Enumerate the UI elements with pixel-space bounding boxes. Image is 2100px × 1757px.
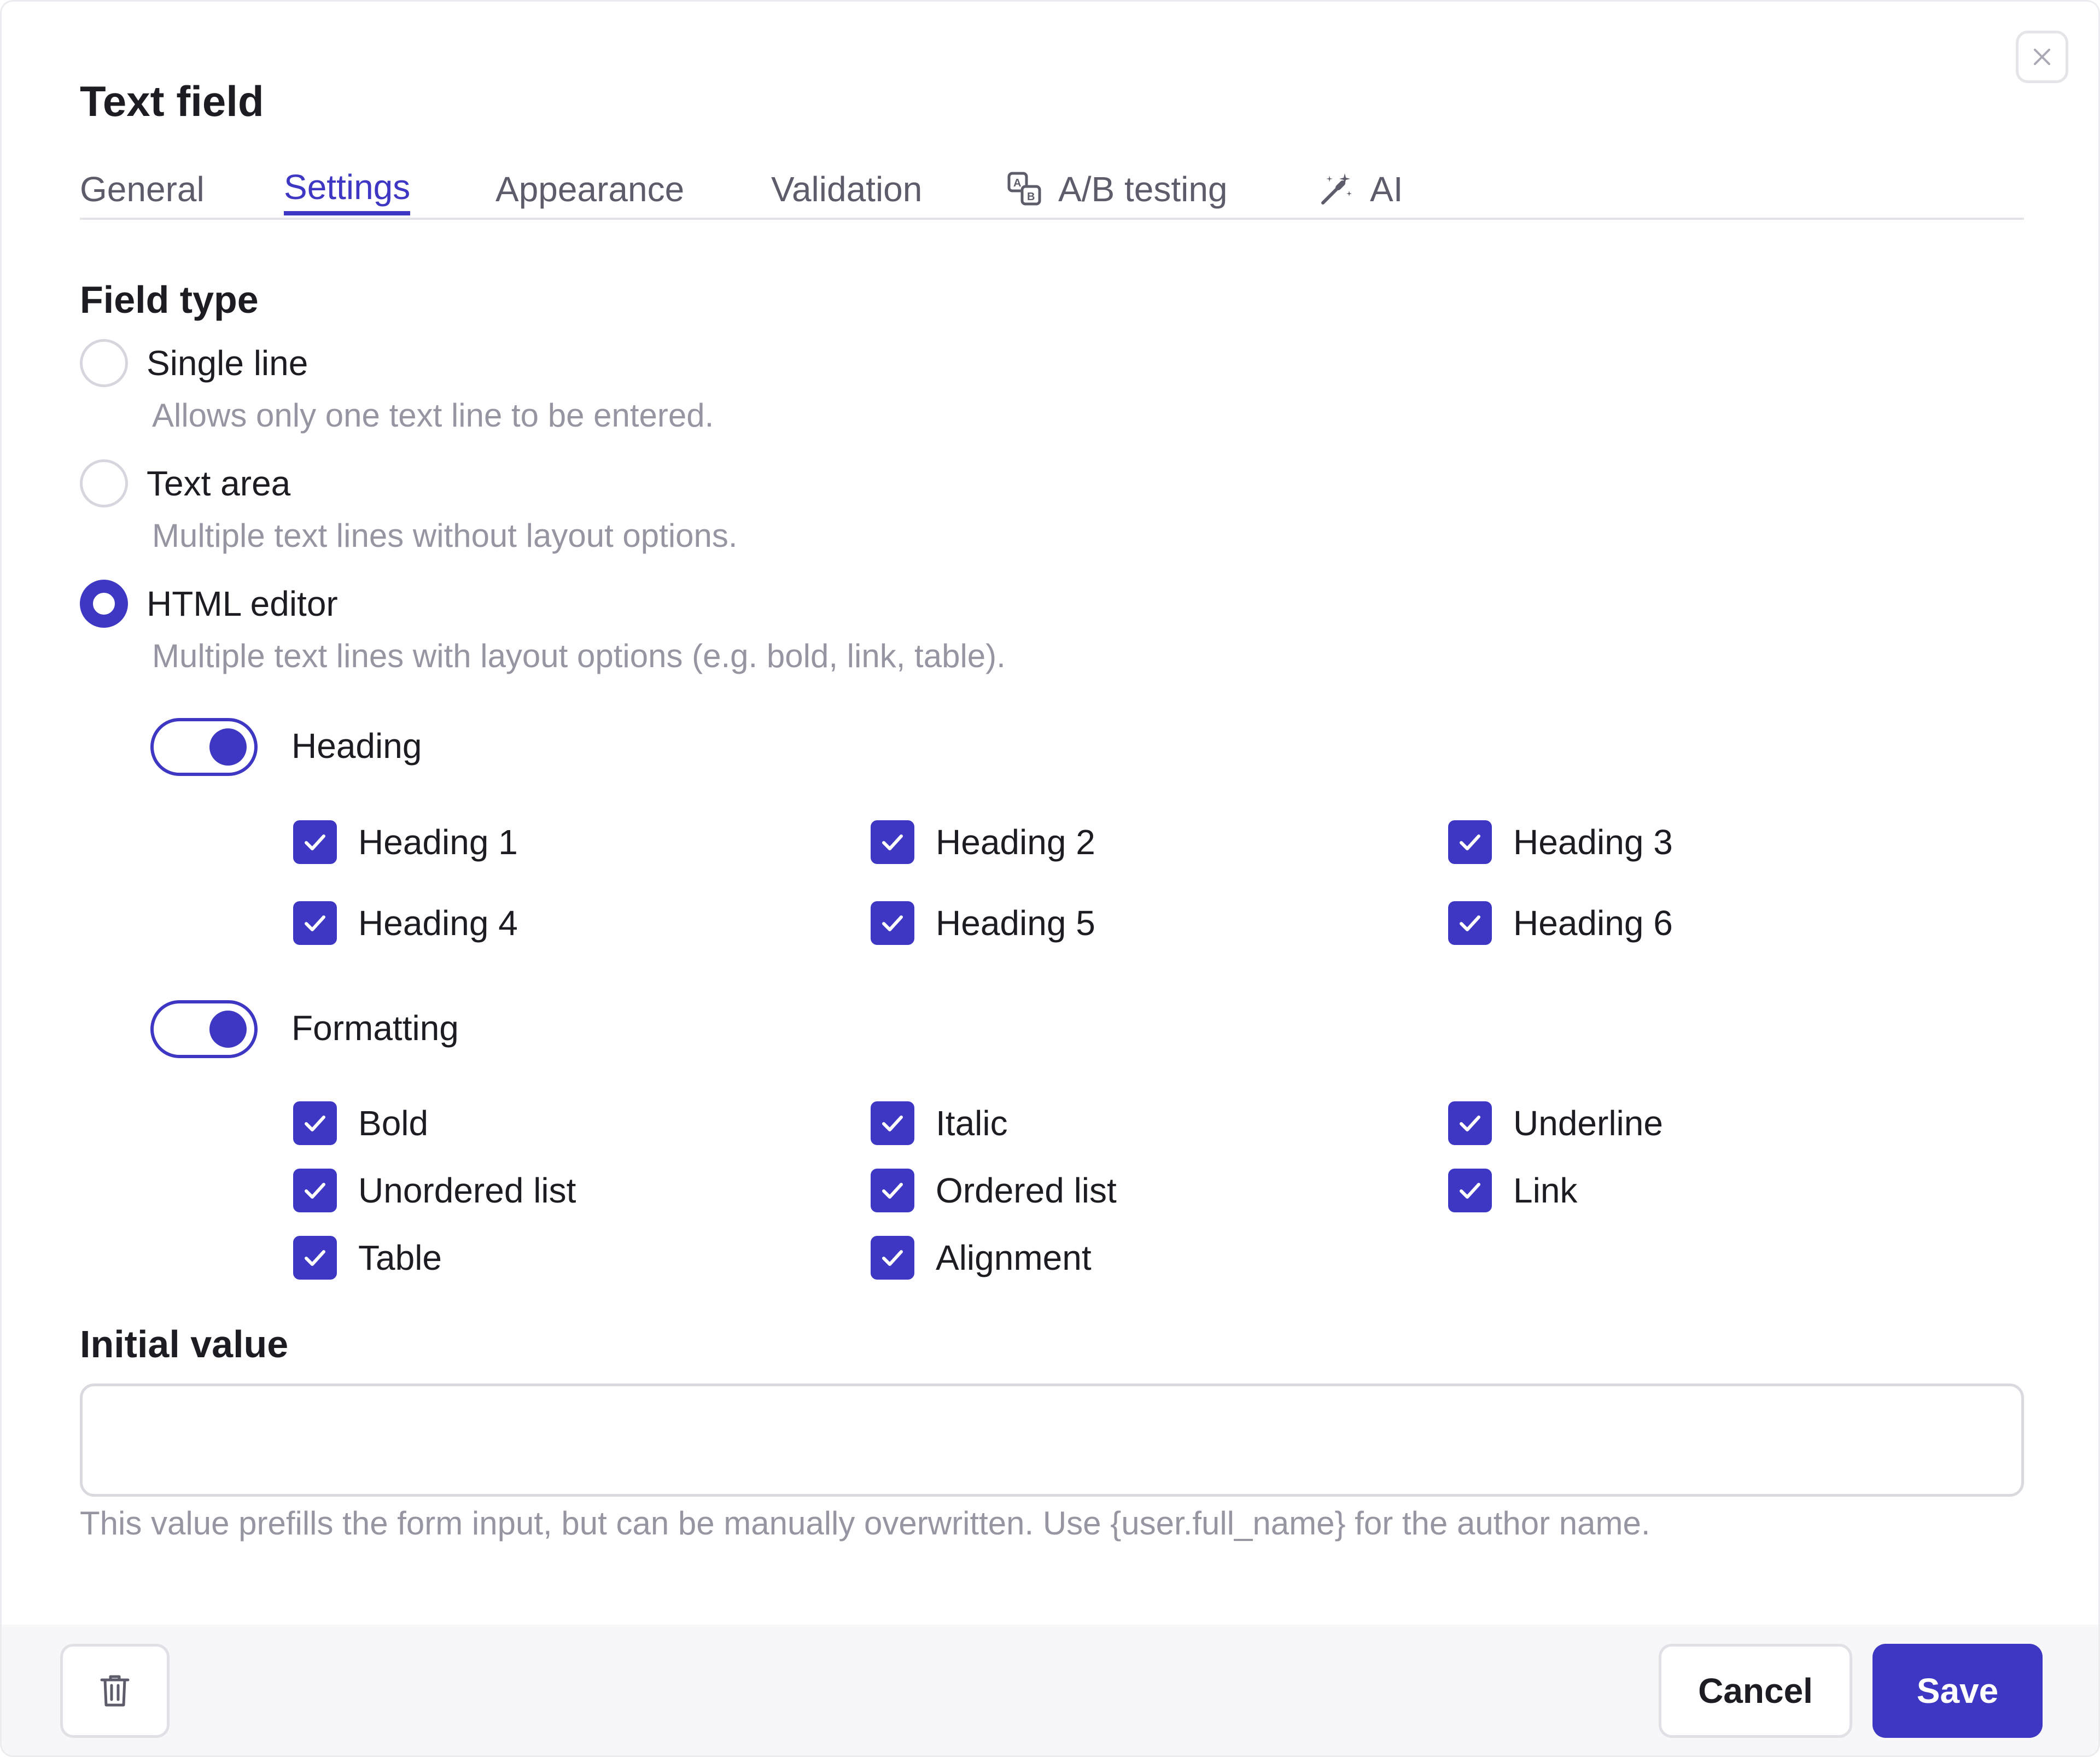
checkbox-label: Alignment [936,1238,1092,1277]
checkbox-heading-5[interactable] [871,901,914,945]
checkbox-heading-3[interactable] [1448,820,1492,864]
radio-text-area[interactable] [80,459,128,507]
toggle-knob [209,1011,247,1048]
checkbox-label: Table [358,1238,442,1277]
checkbox-unordered-list[interactable] [293,1169,337,1212]
checkbox-label: Ordered list [936,1171,1117,1210]
check-icon [1460,834,1480,850]
check-icon [882,834,903,850]
initial-value-title: Initial value [80,1323,289,1365]
tab-ab-testing[interactable]: A B A/B testing [1007,163,1228,215]
ab-testing-icon: A B [1007,172,1041,206]
checkbox-label: Bold [358,1104,429,1143]
radio-label-html-editor: HTML editor [147,584,338,623]
check-icon [882,1183,903,1199]
checkbox-label: Underline [1513,1104,1663,1143]
checkbox-heading-4[interactable] [293,901,337,945]
delete-button[interactable] [60,1644,170,1738]
radio-label-single-line: Single line [147,343,308,383]
checkbox-heading-6[interactable] [1448,901,1492,945]
check-icon [1460,915,1480,931]
check-icon [1460,1116,1480,1131]
check-icon [305,1183,325,1199]
svg-text:A: A [1013,177,1021,189]
checkbox-label: Heading 2 [936,822,1095,862]
checkbox-label: Heading 5 [936,903,1095,943]
checkbox-bold[interactable] [293,1101,337,1145]
checkbox-heading-2[interactable] [871,820,914,864]
checkbox-alignment[interactable] [871,1236,914,1280]
close-icon [2034,49,2050,65]
checkbox-label: Italic [936,1104,1008,1143]
initial-value-input[interactable] [80,1384,2024,1497]
tab-label: Validation [771,170,923,209]
checkbox-ordered-list[interactable] [871,1169,914,1212]
check-icon [882,915,903,931]
svg-text:B: B [1027,191,1035,203]
close-button[interactable] [2016,31,2068,83]
dialog-title: Text field [80,77,264,125]
checkbox-label: Heading 4 [358,903,518,943]
tab-general[interactable]: General [80,163,205,215]
tab-label: Settings [284,167,411,207]
toggle-knob [209,728,247,766]
check-icon [305,834,325,850]
trash-icon [100,1675,130,1707]
initial-value-help: This value prefills the form input, but … [80,1505,1650,1542]
checkbox-link[interactable] [1448,1169,1492,1212]
checkbox-label: Link [1513,1171,1578,1210]
tab-validation[interactable]: Validation [771,163,922,215]
check-icon [882,1116,903,1131]
radio-single-line[interactable] [80,339,128,387]
magic-wand-icon [1321,173,1352,205]
checkbox-italic[interactable] [871,1101,914,1145]
checkbox-underline[interactable] [1448,1101,1492,1145]
tab-label: Appearance [495,170,685,209]
tab-settings[interactable]: Settings [284,163,411,215]
radio-help-single-line: Allows only one text line to be entered. [152,397,714,434]
radio-html-editor[interactable] [80,580,128,628]
tab-label: A/B testing [1058,170,1228,209]
checkbox-label: Heading 3 [1513,822,1673,862]
field-type-title: Field type [80,278,259,321]
heading-toggle-label: Heading [291,726,422,766]
tab-bar: General Settings Appearance Validation A… [80,163,2024,220]
tab-label: AI [1370,170,1403,209]
cancel-button[interactable]: Cancel [1659,1644,1852,1738]
formatting-toggle[interactable] [150,1000,258,1058]
checkbox-label: Heading 6 [1513,903,1673,943]
formatting-toggle-label: Formatting [291,1008,459,1048]
radio-help-html-editor: Multiple text lines with layout options … [152,638,1006,674]
checkbox-label: Unordered list [358,1171,576,1210]
tab-label: General [80,170,205,209]
tab-ai[interactable]: AI [1319,163,1403,215]
check-icon [305,1250,325,1266]
radio-help-text-area: Multiple text lines without layout optio… [152,517,738,554]
checkbox-table[interactable] [293,1236,337,1280]
check-icon [1460,1183,1480,1199]
check-icon [305,1116,325,1131]
heading-toggle[interactable] [150,718,258,776]
tab-appearance[interactable]: Appearance [495,163,684,215]
check-icon [305,915,325,931]
save-button[interactable]: Save [1872,1644,2043,1738]
check-icon [882,1250,903,1266]
checkbox-heading-1[interactable] [293,820,337,864]
radio-label-text-area: Text area [147,464,291,503]
checkbox-label: Heading 1 [358,822,518,862]
